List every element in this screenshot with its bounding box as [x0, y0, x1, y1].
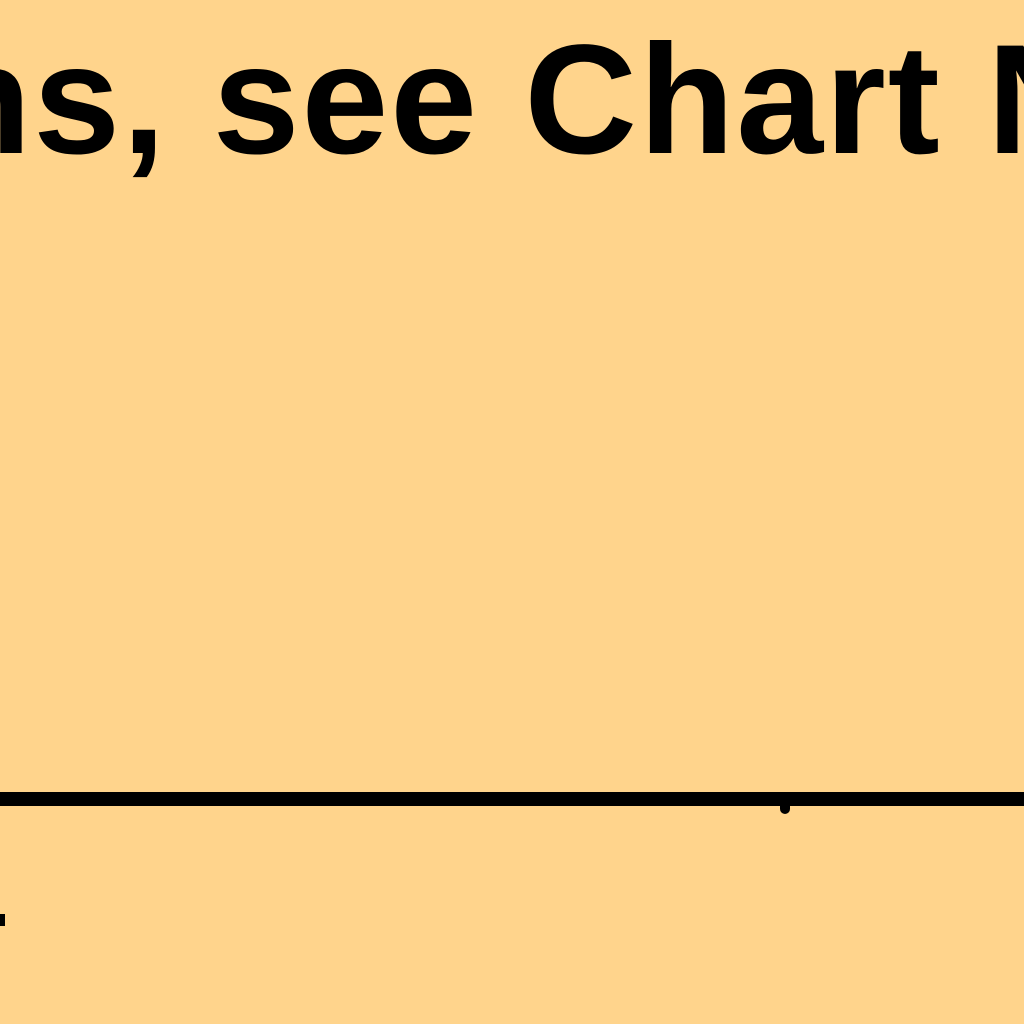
edge-tick-mark: [0, 914, 5, 926]
chart-reference-text: ns, see Chart N: [0, 13, 1024, 187]
divider-rule-notch: [780, 804, 790, 814]
divider-rule: [0, 792, 1024, 806]
